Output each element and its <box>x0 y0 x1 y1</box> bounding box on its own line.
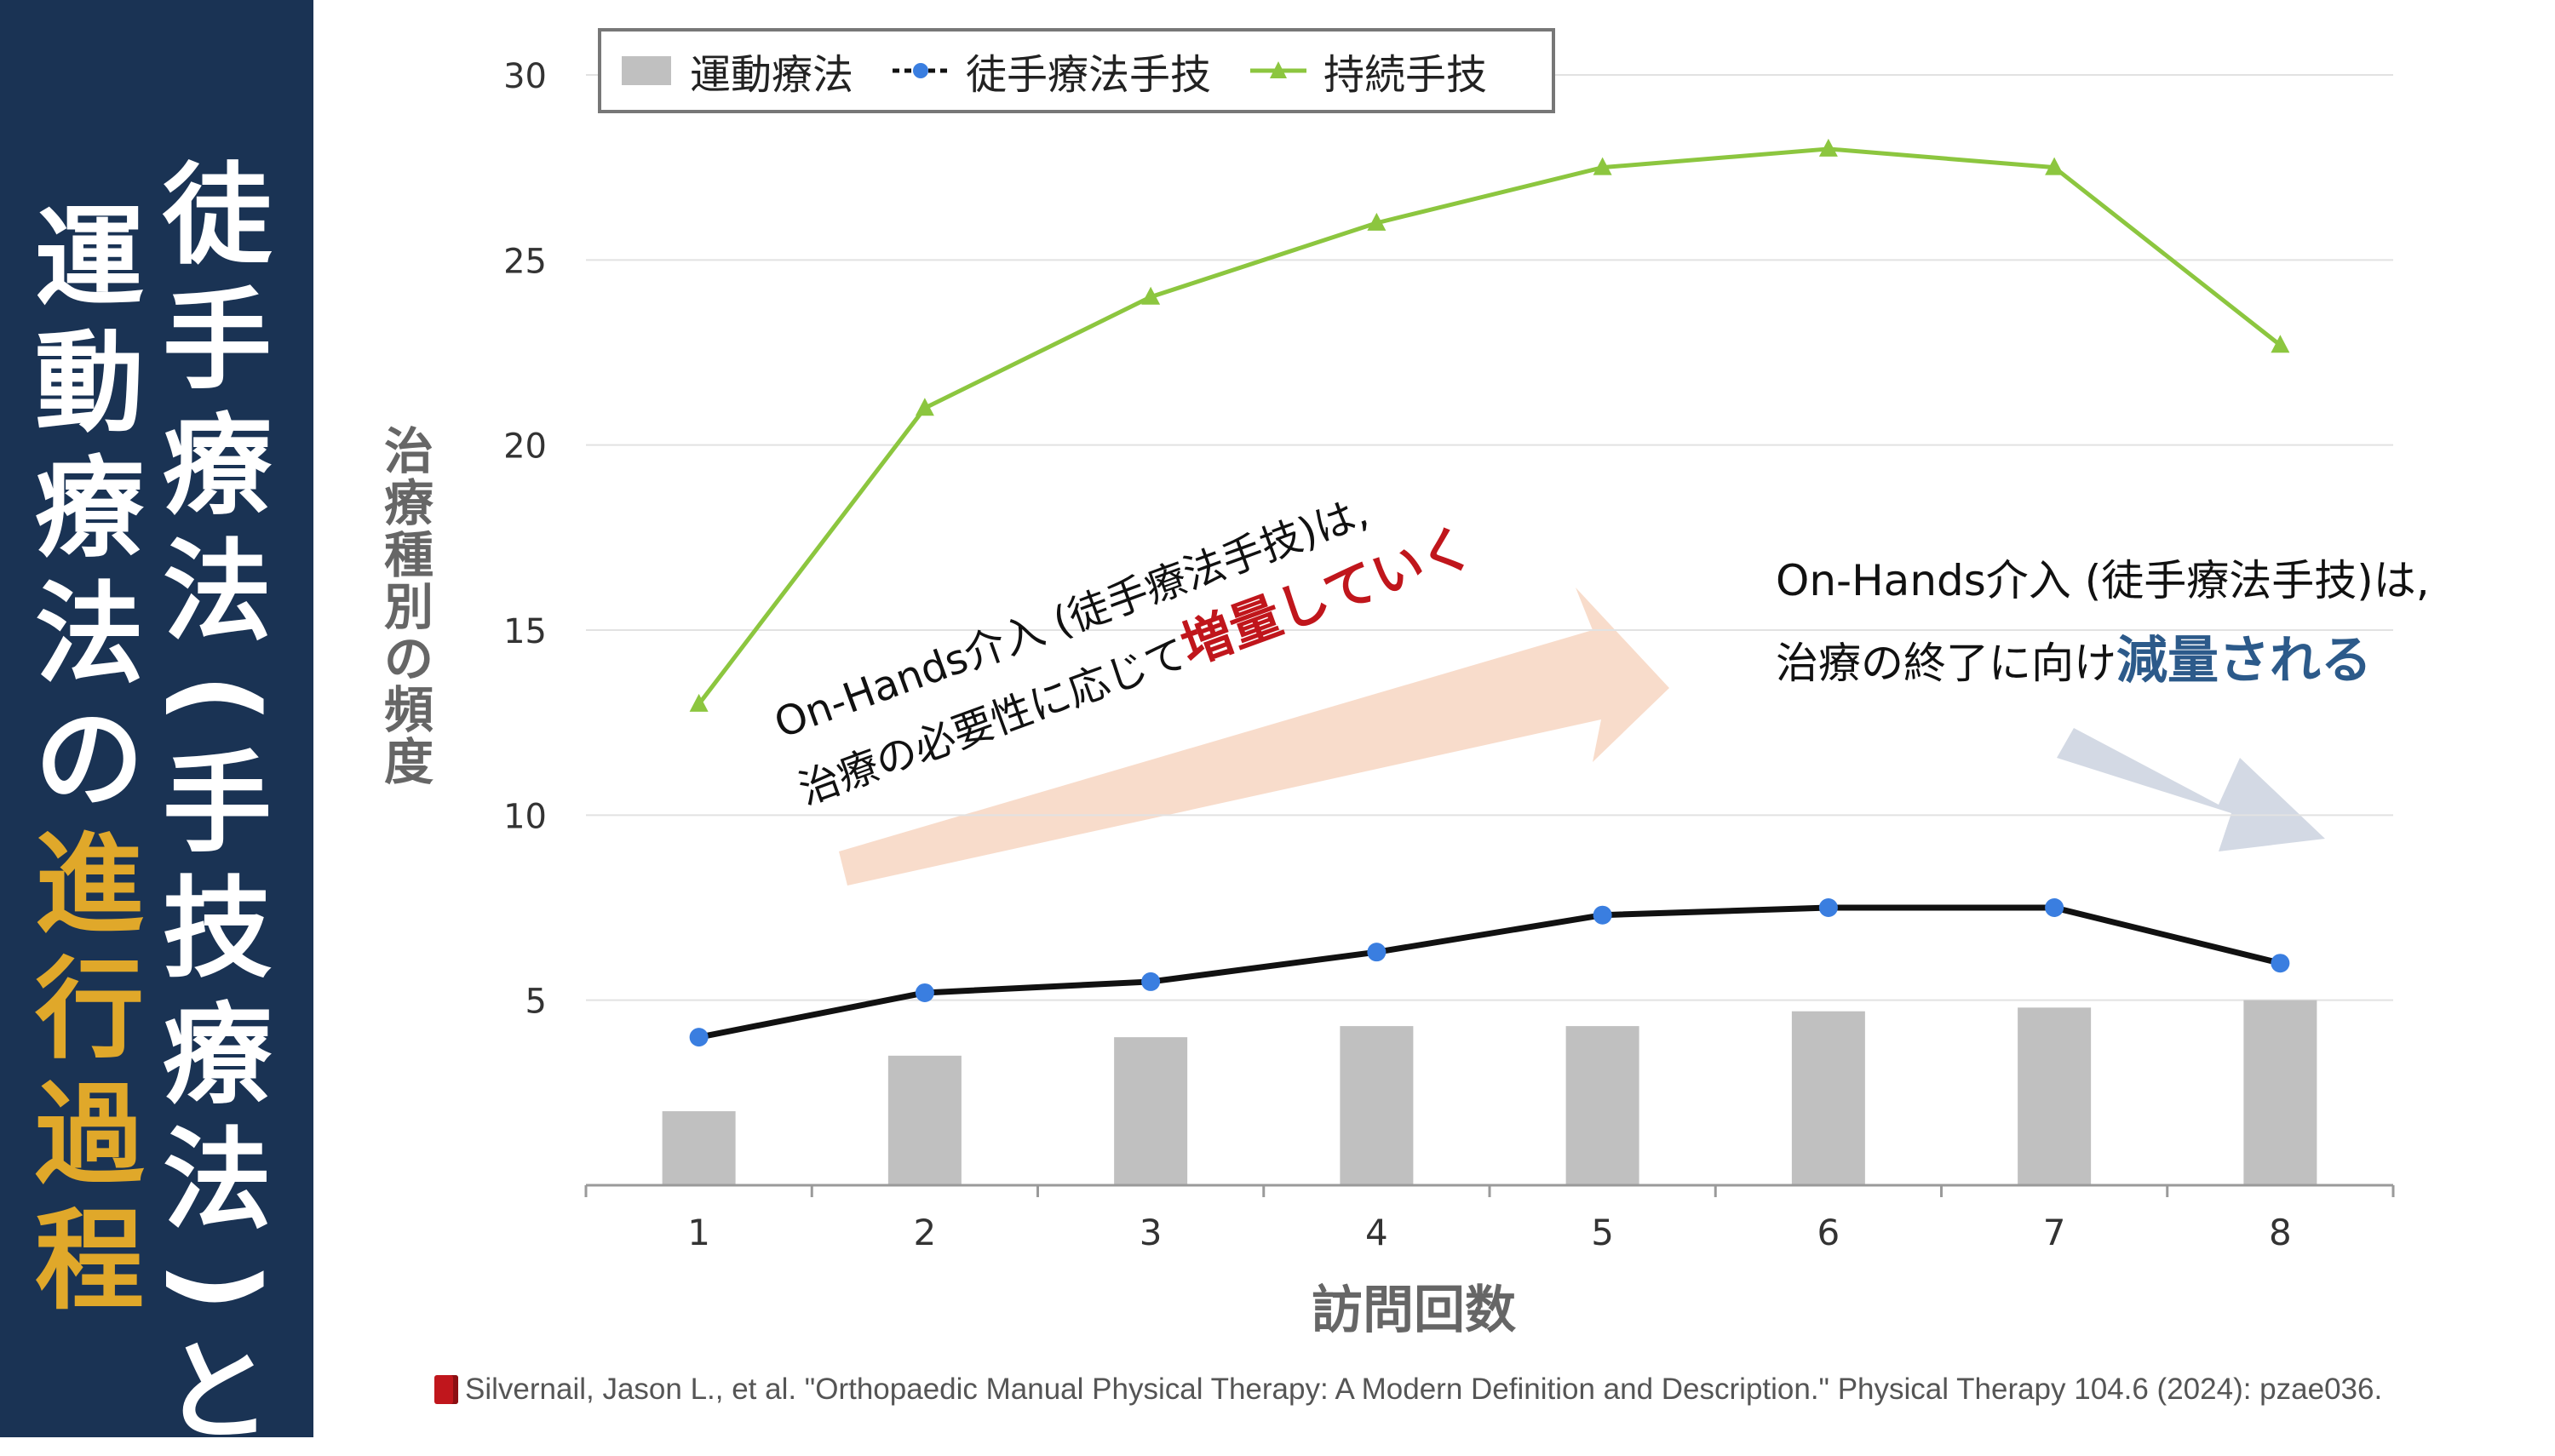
exercise-therapy-bars <box>662 1000 2317 1185</box>
title1-char: 技 <box>162 866 272 994</box>
y-tick-label: 5 <box>525 983 547 1022</box>
x-tick-labels: 1 2 3 4 5 6 7 8 <box>687 1212 2291 1253</box>
manual-therapy-point <box>915 983 934 1002</box>
title2-char: 療 <box>34 445 144 573</box>
manual-therapy-point <box>1141 972 1161 991</box>
title2-highlight-char: 行 <box>34 947 144 1075</box>
manual-therapy-point <box>1593 905 1612 925</box>
bar <box>1791 1011 1865 1185</box>
sustained-technique-point <box>1593 157 1612 175</box>
annotation-decrease-line2: 治療の終了に向け減量される <box>1776 617 2430 704</box>
title1-char: 法 <box>162 528 272 656</box>
sustained-technique-point <box>915 398 934 416</box>
annotation-decrease-line1: On-Hands介入 (徒手療法手技)は, <box>1776 556 2430 605</box>
y-tick-label: 20 <box>503 427 547 467</box>
title1-char: と <box>162 1329 272 1456</box>
y-axis-label-char: 別 <box>383 577 433 636</box>
bar <box>1114 1037 1188 1185</box>
title1-char: 療 <box>162 991 272 1119</box>
title1-char: 療 <box>162 403 272 530</box>
title2-highlight-char: 進 <box>34 821 144 949</box>
legend-item-exercise: 運動療法 <box>622 41 853 100</box>
x-tick-label: 8 <box>2269 1212 2292 1253</box>
manual-therapy-point <box>1367 943 1387 962</box>
legend-swatch-manual <box>893 63 950 78</box>
sustained-technique-point <box>1367 212 1387 231</box>
y-tick-label: 25 <box>503 242 547 281</box>
manual-therapy-point <box>2271 954 2290 973</box>
annotation-decrease-emphasis: 減量される <box>2116 631 2372 691</box>
bar <box>2243 1000 2317 1185</box>
sustained-technique-point <box>2271 335 2290 353</box>
sustained-technique-point <box>1141 286 1161 305</box>
sustained-technique-line <box>697 146 2282 706</box>
legend-swatch-sustained <box>1250 61 1307 78</box>
chart-axes <box>584 1184 2395 1197</box>
bar <box>887 1055 962 1185</box>
y-axis-label-char: 頻 <box>383 681 433 740</box>
x-tick-label: 6 <box>1817 1212 1840 1253</box>
y-axis-label-char: 種 <box>383 525 433 584</box>
title1-char: 法 <box>162 1116 272 1244</box>
legend-label-manual: 徒手療法手技 <box>966 51 1212 99</box>
manual-therapy-line <box>698 904 2282 1040</box>
x-tick-label: 4 <box>1365 1212 1388 1253</box>
series-lines <box>697 146 2282 1040</box>
title2-highlight-char: 程 <box>34 1197 144 1325</box>
legend-swatch-bar <box>622 56 671 85</box>
title-line-manual-therapy: 徒手療法(手技療法) と <box>153 152 281 1456</box>
x-tick-label: 1 <box>687 1212 710 1253</box>
x-tick-label: 7 <box>2043 1212 2066 1253</box>
title2-char: 法 <box>34 570 144 698</box>
manual-therapy-point <box>2045 898 2064 917</box>
bar <box>662 1111 736 1185</box>
x-tick-label: 2 <box>914 1212 937 1253</box>
y-tick-label: 30 <box>503 57 547 96</box>
title2-char: 運 <box>34 195 144 322</box>
bar <box>1340 1026 1414 1185</box>
title2-highlight-char: 過 <box>34 1072 144 1200</box>
chart-legend: 運動療法 徒手療法手技 持続手技 <box>598 28 1555 113</box>
manual-therapy-point <box>689 1028 709 1047</box>
legend-item-manual: 徒手療法手技 <box>891 41 1211 100</box>
increase-arrow <box>839 588 1669 886</box>
legend-label-sustained: 持続手技 <box>1323 51 1488 99</box>
title1-char: 手 <box>162 278 272 405</box>
legend-item-sustained: 持続手技 <box>1249 41 1487 100</box>
trend-arrows <box>839 588 2325 886</box>
citation-text: Silvernail, Jason L., et al. "Orthopaedi… <box>465 1373 2383 1406</box>
title2-char: の <box>34 696 144 823</box>
y-axis-label-char: 治 <box>383 422 433 480</box>
bar <box>2018 1007 2092 1185</box>
title-sidebar: 徒手療法(手技療法) と 運動療法の進行過程 <box>0 0 313 1456</box>
y-axis-label-char: の <box>383 629 433 688</box>
title-line-exercise-therapy: 運動療法の進行過程 <box>26 195 153 1324</box>
sustained-technique-point <box>2045 157 2064 175</box>
y-axis-label-char: 度 <box>383 733 433 792</box>
bar <box>1565 1026 1639 1185</box>
y-tick-labels: 5 10 15 20 25 30 <box>503 57 547 1022</box>
x-axis-label: 訪問回数 <box>1312 1281 1516 1340</box>
y-tick-label: 10 <box>503 797 547 836</box>
book-icon <box>434 1375 458 1404</box>
title1-char: 手 <box>162 741 272 868</box>
y-axis-label: 治療種別の頻度 <box>375 426 443 788</box>
annotation-decrease-prefix: 治療の終了に向け <box>1776 639 2116 688</box>
citation: Silvernail, Jason L., et al. "Orthopaedi… <box>434 1373 2382 1407</box>
sustained-technique-point <box>1818 138 1838 157</box>
title1-char: 徒 <box>162 152 272 279</box>
series-markers <box>689 138 2290 1047</box>
y-axis-label-char: 療 <box>383 473 433 532</box>
sustained-technique-point <box>689 693 709 712</box>
annotation-decrease: On-Hands介入 (徒手療法手技)は, 治療の終了に向け減量される <box>1776 545 2430 704</box>
title2-char: 動 <box>34 320 144 448</box>
x-tick-label: 5 <box>1591 1212 1614 1253</box>
manual-therapy-point <box>1818 898 1838 917</box>
y-tick-label: 15 <box>503 612 547 651</box>
decrease-arrow <box>2057 728 2325 851</box>
x-tick-label: 3 <box>1140 1212 1163 1253</box>
legend-label-exercise: 運動療法 <box>690 51 854 99</box>
